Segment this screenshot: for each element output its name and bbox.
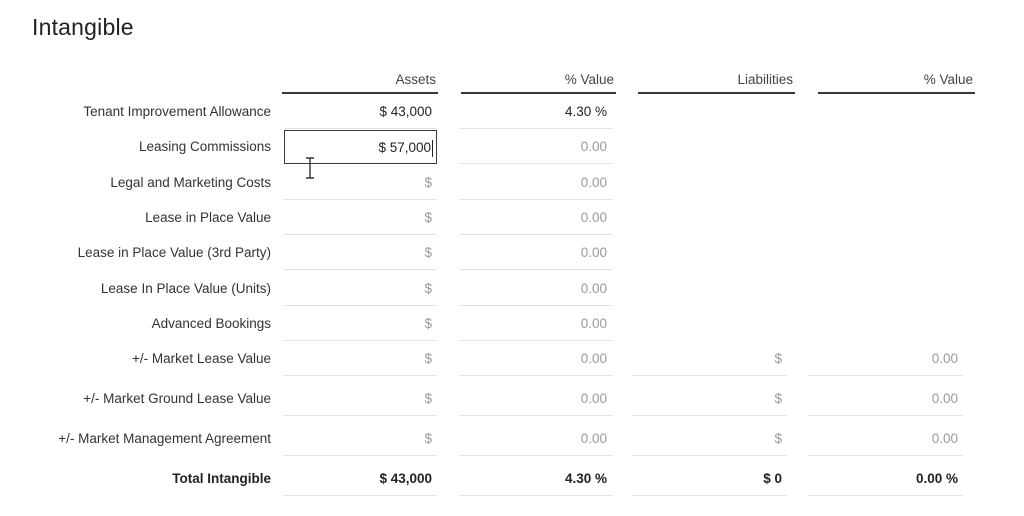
- text-cursor-icon: [306, 157, 314, 179]
- table-row: Legal and Marketing Costs $ 0.00: [0, 166, 1024, 202]
- row-label: +/- Market Management Agreement: [58, 431, 271, 446]
- row-label: Lease In Place Value (Units): [100, 281, 271, 296]
- pct-value-cell: 0.00: [459, 382, 612, 416]
- row-label: Advanced Bookings: [151, 316, 271, 331]
- table-row: +/- Market Ground Lease Value $ 0.00 $ 0…: [0, 382, 1024, 418]
- table-row: +/- Market Management Agreement $ 0.00 $…: [0, 422, 1024, 458]
- pct-value-cell: 0.00: [459, 130, 612, 164]
- table-row: Leasing Commissions $ 57,000 0.00: [0, 130, 1024, 166]
- pct-value-cell: 0.00: [459, 166, 612, 200]
- text-caret: [432, 139, 433, 157]
- pct-value-cell: 0.00: [459, 201, 612, 235]
- assets-input[interactable]: $: [284, 307, 437, 341]
- table-row: Lease in Place Value $ 0.00: [0, 201, 1024, 237]
- assets-input[interactable]: $: [284, 236, 437, 270]
- row-label: Lease in Place Value (3rd Party): [77, 245, 271, 260]
- assets-input[interactable]: $: [284, 342, 437, 376]
- pct-value-cell: 4.30 %: [459, 95, 612, 129]
- pct-value-cell: 0.00: [459, 307, 612, 341]
- header-liabilities: Liabilities: [638, 72, 795, 94]
- liabilities-input[interactable]: $: [632, 422, 787, 456]
- row-label: Legal and Marketing Costs: [110, 175, 271, 190]
- row-label: Lease in Place Value: [145, 210, 271, 225]
- row-label: Leasing Commissions: [138, 139, 271, 154]
- total-pct-value-liabilities: 0.00 %: [808, 462, 963, 496]
- liabilities-input[interactable]: $: [632, 382, 787, 416]
- row-label: +/- Market Lease Value: [132, 351, 271, 366]
- assets-input[interactable]: $: [284, 382, 437, 416]
- table-row: Lease In Place Value (Units) $ 0.00: [0, 272, 1024, 308]
- row-label: Tenant Improvement Allowance: [83, 104, 271, 119]
- header-assets: Assets: [282, 72, 438, 94]
- total-assets: $ 43,000: [284, 462, 437, 496]
- table-row: +/- Market Lease Value $ 0.00 $ 0.00: [0, 342, 1024, 378]
- assets-input[interactable]: $ 43,000: [284, 95, 437, 129]
- header-pct-value-assets: % Value: [461, 72, 616, 94]
- section-title: Intangible: [32, 14, 134, 40]
- pct-value-cell: 0.00: [459, 422, 612, 456]
- total-pct-value: 4.30 %: [459, 462, 612, 496]
- assets-input[interactable]: $: [284, 272, 437, 306]
- row-label: +/- Market Ground Lease Value: [83, 391, 271, 406]
- liabilities-input[interactable]: $: [632, 342, 787, 376]
- pct-value-liabilities-cell: 0.00: [808, 382, 963, 416]
- table-row: Advanced Bookings $ 0.00: [0, 307, 1024, 343]
- assets-input[interactable]: $: [284, 166, 437, 200]
- pct-value-liabilities-cell: 0.00: [808, 342, 963, 376]
- total-label: Total Intangible: [172, 471, 271, 486]
- table-row: Tenant Improvement Allowance $ 43,000 4.…: [0, 95, 1024, 131]
- total-liabilities: $ 0: [632, 462, 787, 496]
- assets-input[interactable]: $: [284, 422, 437, 456]
- pct-value-cell: 0.00: [459, 236, 612, 270]
- table-row: Lease in Place Value (3rd Party) $ 0.00: [0, 236, 1024, 272]
- pct-value-cell: 0.00: [459, 342, 612, 376]
- header-pct-value-liabilities: % Value: [818, 72, 975, 94]
- pct-value-cell: 0.00: [459, 272, 612, 306]
- assets-input-value: $ 57,000: [378, 140, 431, 155]
- total-row: Total Intangible $ 43,000 4.30 % $ 0 0.0…: [0, 462, 1024, 498]
- assets-input[interactable]: $: [284, 201, 437, 235]
- pct-value-liabilities-cell: 0.00: [808, 422, 963, 456]
